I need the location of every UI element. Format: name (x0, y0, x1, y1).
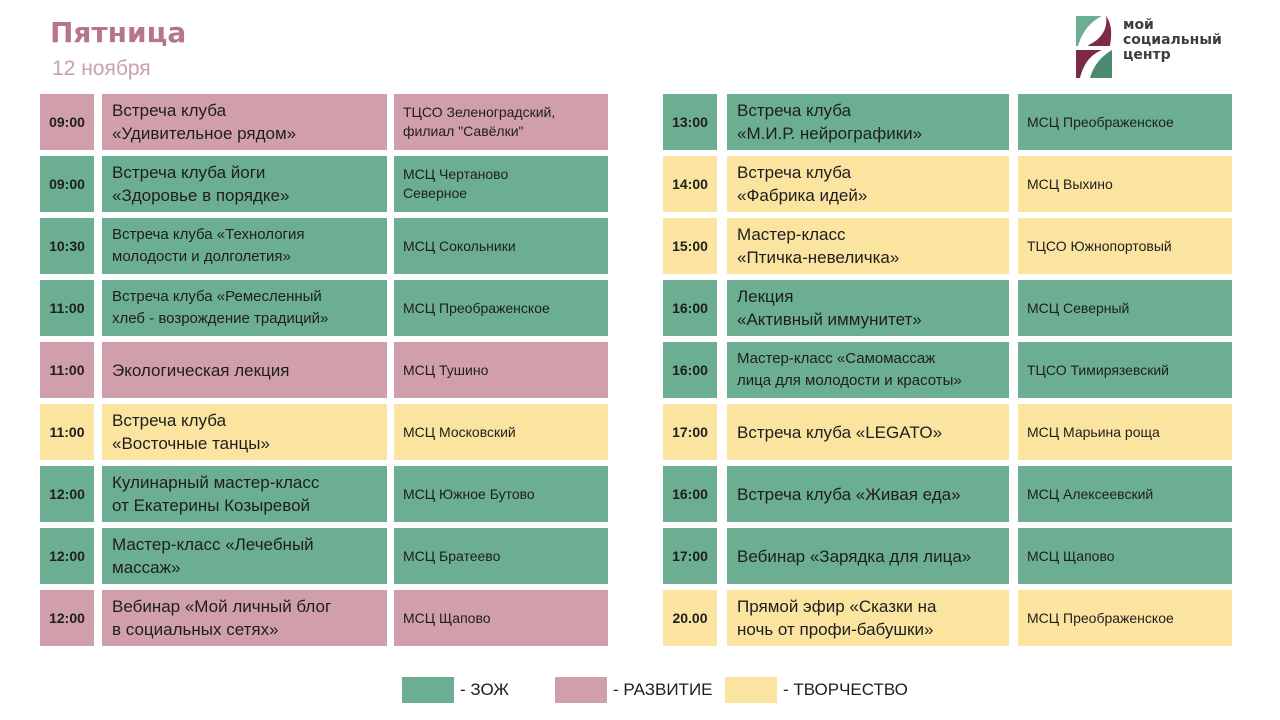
event-location: МСЦ Тушино (394, 342, 608, 398)
event-time: 17:00 (663, 404, 717, 460)
event-location: МСЦ Щапово (394, 590, 608, 646)
event-time: 20.00 (663, 590, 717, 646)
event-title: Встреча клуба «Живая еда» (727, 466, 1009, 522)
logo-text-line: мой (1123, 17, 1154, 33)
event-title: Мастер-класс «Птичка-невеличка» (727, 218, 1009, 274)
event-time: 16:00 (663, 280, 717, 336)
event-location: МСЦ Алексеевский (1018, 466, 1232, 522)
event-location: МСЦ Выхино (1018, 156, 1232, 212)
logo-mark-icon (1076, 16, 1112, 78)
legend: - ЗОЖ - РАЗВИТИЕ - ТВОРЧЕСТВО (0, 677, 1280, 707)
event-title: Встреча клуба «М.И.Р. нейрографики» (727, 94, 1009, 150)
event-time: 14:00 (663, 156, 717, 212)
event-time: 09:00 (40, 156, 94, 212)
event-title: Встреча клуба «Восточные танцы» (102, 404, 387, 460)
event-time: 17:00 (663, 528, 717, 584)
event-location: ТЦСО Зеленоградский, филиал "Савёлки" (394, 94, 608, 150)
event-title: Экологическая лекция (102, 342, 387, 398)
event-title: Прямой эфир «Сказки на ночь от профи-бабу… (727, 590, 1009, 646)
logo-text: мой социальный центр (1123, 18, 1222, 63)
event-title: Мастер-класс «Самомассаж лица для молодос… (727, 342, 1009, 398)
event-location: МСЦ Преображенское (394, 280, 608, 336)
event-title: Встреча клуба «Технология молодости и дол… (102, 218, 387, 274)
legend-label: - РАЗВИТИЕ (613, 680, 713, 699)
event-time: 13:00 (663, 94, 717, 150)
event-time: 12:00 (40, 528, 94, 584)
event-time: 11:00 (40, 404, 94, 460)
page-title: Пятница (50, 16, 187, 49)
legend-label: - ЗОЖ (460, 680, 510, 699)
event-title: Лекция «Активный иммунитет» (727, 280, 1009, 336)
event-location: МСЦ Сокольники (394, 218, 608, 274)
legend-swatch (555, 677, 607, 703)
event-location: МСЦ Чертаново Северное (394, 156, 608, 212)
legend-item: - ЗОЖ (402, 677, 509, 703)
legend-item: - РАЗВИТИЕ (555, 677, 713, 703)
event-title: Встреча клуба йоги «Здоровье в порядке» (102, 156, 387, 212)
event-location: МСЦ Братеево (394, 528, 608, 584)
logo-text-line: социальный (1123, 32, 1222, 48)
event-time: 09:00 (40, 94, 94, 150)
legend-swatch (725, 677, 777, 703)
event-location: ТЦСО Тимирязевский (1018, 342, 1232, 398)
event-time: 15:00 (663, 218, 717, 274)
event-title: Мастер-класс «Лечебный массаж» (102, 528, 387, 584)
event-title: Встреча клуба «Удивительное рядом» (102, 94, 387, 150)
event-title: Встреча клуба «Ремесленный хлеб - возрожд… (102, 280, 387, 336)
event-time: 16:00 (663, 466, 717, 522)
event-location: МСЦ Щапово (1018, 528, 1232, 584)
legend-swatch (402, 677, 454, 703)
legend-item: - ТВОРЧЕСТВО (725, 677, 908, 703)
event-time: 10:30 (40, 218, 94, 274)
event-location: МСЦ Южное Бутово (394, 466, 608, 522)
legend-label: - ТВОРЧЕСТВО (783, 680, 908, 699)
page-date: 12 ноября (52, 57, 151, 80)
event-location: МСЦ Марьина роща (1018, 404, 1232, 460)
event-location: МСЦ Преображенское (1018, 94, 1232, 150)
logo-text-line: центр (1123, 47, 1171, 63)
event-location: МСЦ Преображенское (1018, 590, 1232, 646)
event-location: МСЦ Московский (394, 404, 608, 460)
event-title: Вебинар «Зарядка для лица» (727, 528, 1009, 584)
event-time: 11:00 (40, 280, 94, 336)
event-title: Вебинар «Мой личный блог в социальных сет… (102, 590, 387, 646)
event-time: 16:00 (663, 342, 717, 398)
event-time: 11:00 (40, 342, 94, 398)
event-time: 12:00 (40, 466, 94, 522)
event-location: МСЦ Северный (1018, 280, 1232, 336)
event-title: Встреча клуба «LEGATO» (727, 404, 1009, 460)
logo: мой социальный центр (1072, 16, 1252, 82)
event-title: Встреча клуба «Фабрика идей» (727, 156, 1009, 212)
event-location: ТЦСО Южнопортовый (1018, 218, 1232, 274)
event-time: 12:00 (40, 590, 94, 646)
event-title: Кулинарный мастер-класс от Екатерины Козы… (102, 466, 387, 522)
